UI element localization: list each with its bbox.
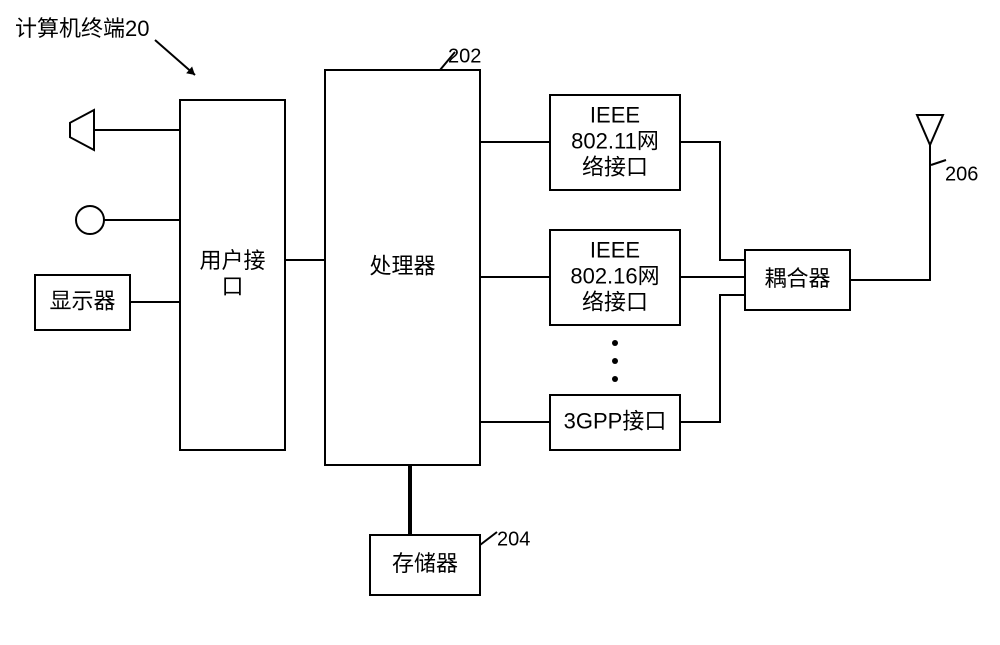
block-display-label: 显示器 <box>49 288 115 313</box>
ellipsis-dot <box>612 376 618 382</box>
block-user_if-label-0: 用户接 <box>199 248 265 273</box>
block-if_3gpp-label: 3GPP接口 <box>564 408 667 433</box>
block-coupler-label: 耦合器 <box>764 266 830 291</box>
title-arrow <box>155 40 195 75</box>
ellipsis-dot <box>612 358 618 364</box>
block-if_80216-label-2: 络接口 <box>582 289 648 314</box>
mic-icon <box>76 206 104 234</box>
ref-processor: 202 <box>448 45 481 67</box>
block-processor-label: 处理器 <box>369 253 435 278</box>
conn-coupler-antenna <box>850 145 930 280</box>
ellipsis-dot <box>612 340 618 346</box>
ref-antenna: 206 <box>945 163 978 185</box>
diagram-title: 计算机终端20 <box>15 16 149 41</box>
block-if_80216-label-0: IEEE <box>590 237 640 262</box>
speaker-icon <box>70 110 94 150</box>
block-if_80211-label-1: 802.11网 <box>571 128 659 153</box>
antenna-icon <box>917 115 943 145</box>
conn-if-coupler-2 <box>680 295 745 422</box>
block-if_80216-label-1: 802.16网 <box>570 263 659 288</box>
block-if_80211-label-0: IEEE <box>590 102 640 127</box>
block-user_if-label-1: 口 <box>221 274 243 299</box>
block-if_80211-label-2: 络接口 <box>582 154 648 179</box>
conn-if-coupler-0 <box>680 142 745 260</box>
ref-memory: 204 <box>497 528 530 550</box>
block-memory-label: 存储器 <box>392 551 458 576</box>
